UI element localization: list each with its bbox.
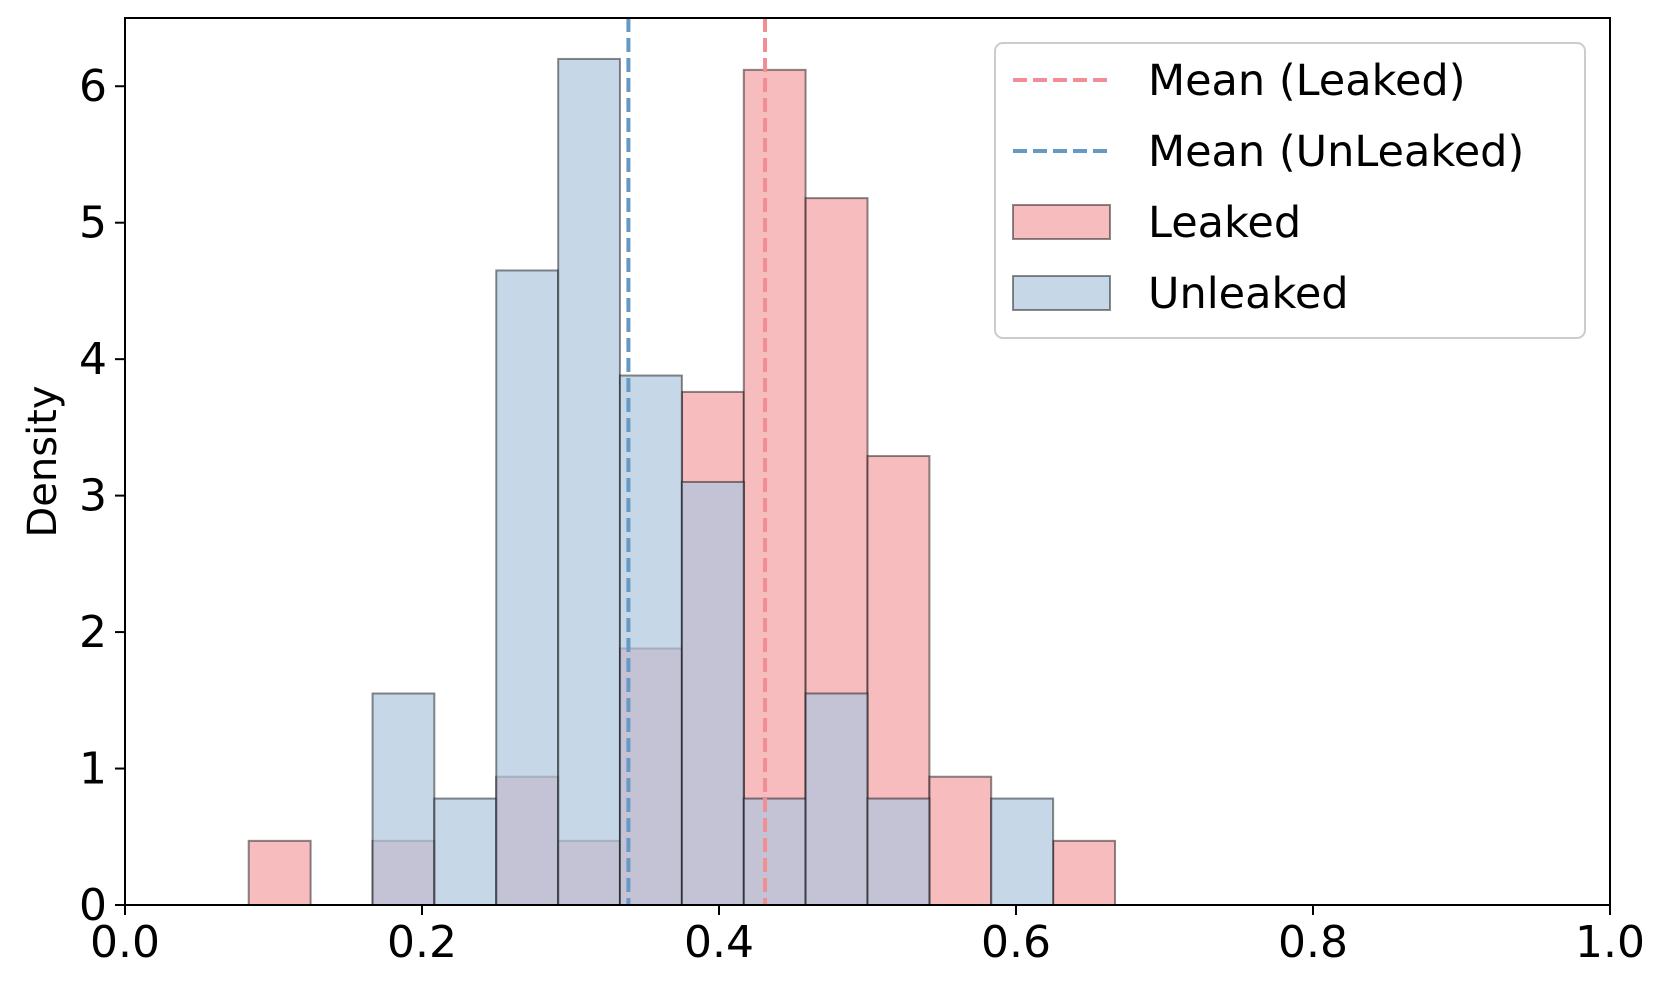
bar-leaked-8 <box>742 68 807 906</box>
bar-leaked-11 <box>928 775 993 906</box>
x-tick-label: 1.0 <box>1575 917 1645 968</box>
legend-label: Mean (Leaked) <box>1148 56 1466 106</box>
y-tick-label: 1 <box>79 744 107 795</box>
legend-label: Mean (UnLeaked) <box>1148 127 1524 177</box>
bar-leaked-13 <box>1052 839 1117 907</box>
legend-handle-unleaked <box>1012 275 1111 311</box>
series-unleaked <box>371 57 1055 906</box>
x-tick-label: 0.4 <box>684 917 754 968</box>
bar-leaked-0 <box>247 839 312 907</box>
bar-unleaked-5 <box>557 57 621 906</box>
y-tick-label: 0 <box>79 880 107 931</box>
y-tick-label: 5 <box>79 198 107 249</box>
x-tick-label: 0.2 <box>387 917 457 968</box>
bar-unleaked-10 <box>866 797 931 906</box>
legend-label: Unleaked <box>1148 269 1349 319</box>
plot-frame <box>124 17 1611 906</box>
legend-handle-leaked <box>1012 204 1111 240</box>
y-axis-label: Density <box>20 385 66 537</box>
bars-layer <box>247 57 1117 907</box>
legend-box <box>994 42 1586 339</box>
legend-items: Mean (Leaked) Mean (UnLeaked) Leaked Unleak… <box>1012 56 1524 319</box>
x-tick-label: 0.6 <box>981 917 1051 968</box>
x-tick-label: 0.8 <box>1278 917 1348 968</box>
plot-area <box>247 18 1117 907</box>
bar-unleaked-8 <box>742 797 807 906</box>
y-tick-label: 2 <box>79 607 107 658</box>
x-tick-label: 0.0 <box>90 917 160 968</box>
legend-label: Leaked <box>1148 198 1301 248</box>
y-axis-ticks: 0 1 2 3 4 5 6 <box>79 61 125 931</box>
mean-lines-layer <box>626 18 768 905</box>
bar-unleaked-3 <box>433 797 498 906</box>
bar-unleaked-9 <box>804 692 869 906</box>
legend: Mean (Leaked) Mean (UnLeaked) Leaked Unleak… <box>994 42 1586 339</box>
y-tick-label: 3 <box>79 471 107 522</box>
bar-unleaked-7 <box>680 480 745 906</box>
bar-unleaked-12 <box>990 797 1055 906</box>
x-axis-ticks: 0.0 0.2 0.4 0.6 0.8 1.0 <box>90 905 1645 968</box>
y-tick-label: 6 <box>79 61 107 112</box>
bar-unleaked-2 <box>371 692 436 906</box>
y-tick-label: 4 <box>79 334 107 385</box>
bar-unleaked-4 <box>495 269 560 906</box>
